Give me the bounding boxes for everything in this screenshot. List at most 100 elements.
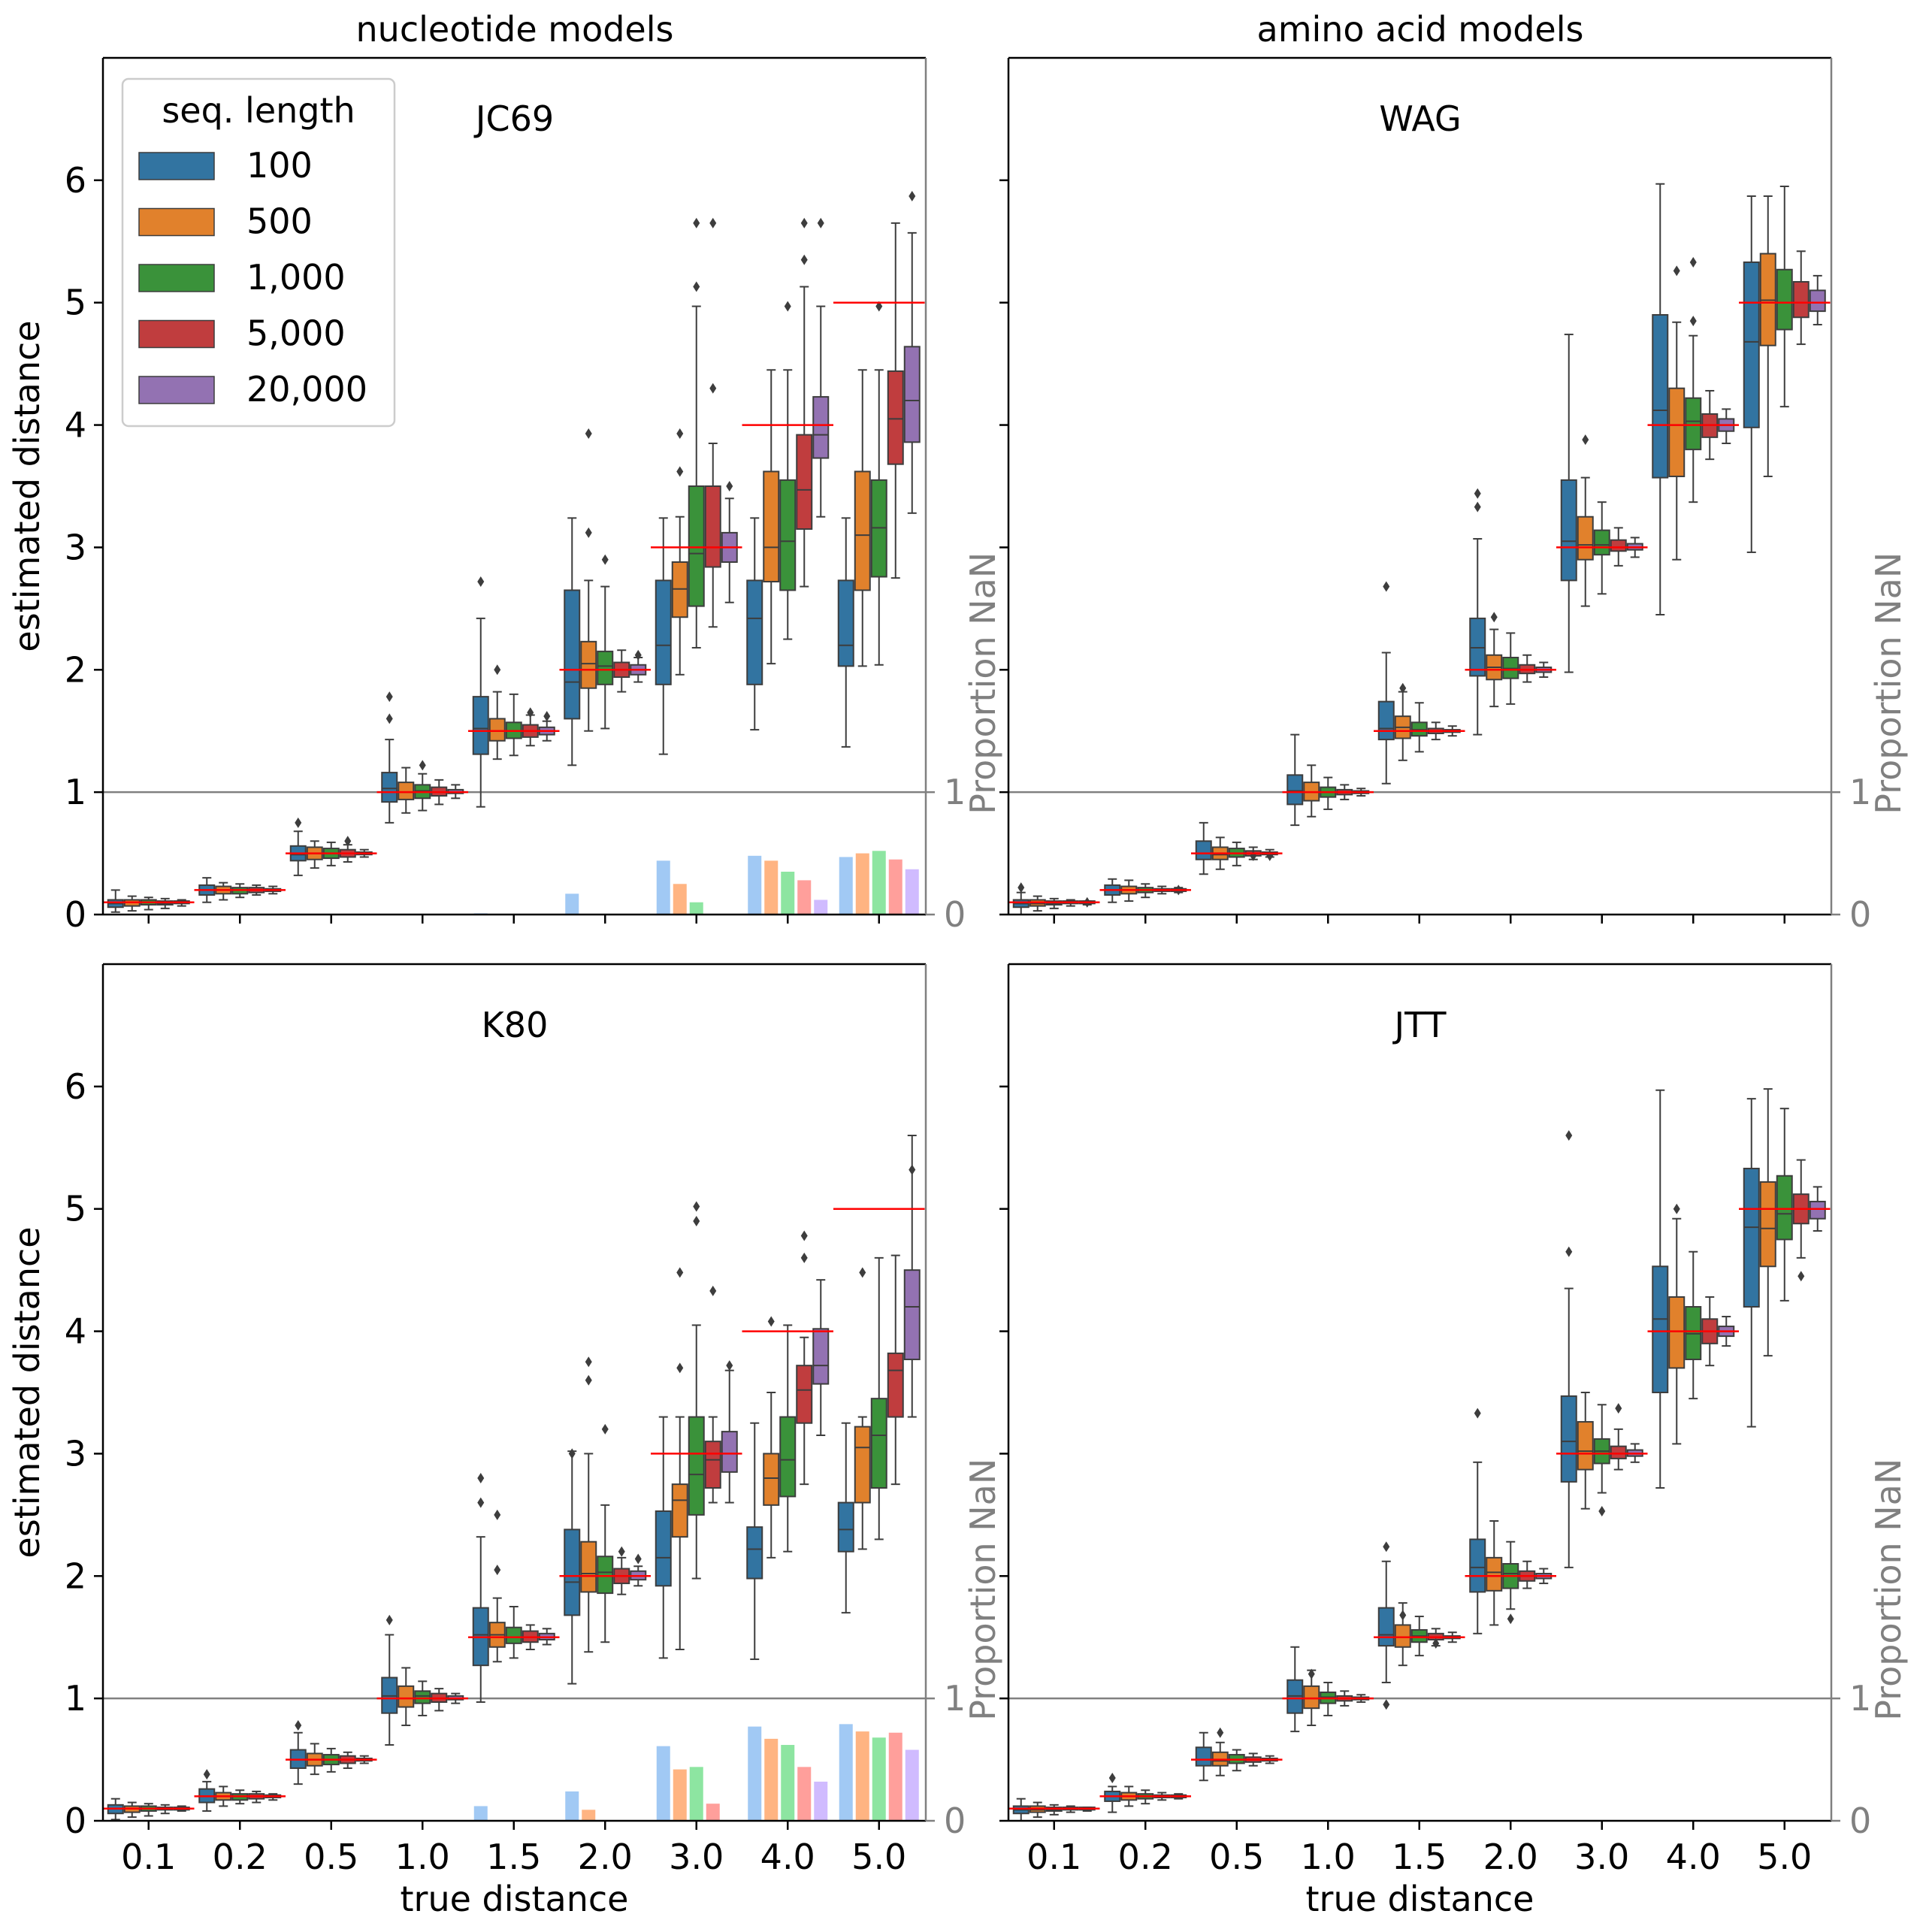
box [796, 434, 813, 530]
box [854, 1426, 871, 1504]
outlier [800, 1252, 808, 1263]
box [870, 1398, 887, 1489]
outlier [1217, 1727, 1224, 1738]
box [1685, 397, 1702, 451]
series-1000 [1045, 1108, 1793, 1816]
outlier [817, 217, 824, 228]
secondary-tick-label: 1 [1849, 1678, 1871, 1719]
box [1577, 516, 1594, 561]
outlier [295, 1719, 302, 1731]
outlier [385, 691, 393, 703]
outlier [601, 554, 609, 565]
box [414, 1690, 431, 1704]
outlier [1474, 501, 1481, 512]
box [398, 782, 415, 800]
x-tick-label: 0.2 [1118, 1837, 1173, 1877]
nan-bar [656, 860, 670, 915]
box [796, 1365, 813, 1424]
box [564, 1528, 581, 1616]
box [1394, 1624, 1411, 1648]
box [704, 1441, 721, 1489]
box [580, 640, 597, 689]
outlier [1108, 1773, 1116, 1783]
nan-bar [797, 1767, 812, 1821]
nan-bar [656, 1746, 670, 1821]
box [472, 696, 489, 755]
outlier [1474, 488, 1481, 499]
x-tick-label: 1.5 [1392, 1837, 1447, 1877]
nan-bar [839, 1724, 853, 1821]
box [887, 1352, 904, 1418]
nan-bar [814, 1781, 828, 1821]
nan-bar [872, 1737, 886, 1821]
outlier [385, 1614, 393, 1625]
box [1195, 1746, 1212, 1767]
outlier [1507, 1613, 1514, 1625]
legend-label: 20,000 [246, 369, 367, 410]
outlier [1308, 1668, 1315, 1680]
nan-bar [673, 884, 687, 915]
panel-title: K80 [482, 1005, 549, 1045]
series-1000 [140, 1201, 887, 1817]
y-tick-label: 3 [65, 527, 86, 567]
outlier [1673, 1203, 1680, 1214]
outlier [1673, 265, 1680, 277]
outlier [1432, 1637, 1440, 1649]
outlier [494, 1509, 501, 1520]
outlier [676, 428, 684, 439]
outlier [875, 301, 883, 312]
series-100 [1012, 183, 1760, 915]
x-tick-label: 0.1 [121, 1837, 176, 1877]
box [1776, 268, 1793, 331]
legend-label: 100 [246, 145, 313, 186]
secondary-tick-label: 1 [944, 1678, 966, 1719]
x-tick-label: 1.0 [395, 1837, 450, 1877]
outlier [767, 1316, 775, 1327]
legend-swatch [138, 376, 215, 404]
outlier [1383, 1541, 1390, 1553]
secondary-axis-label: Proportion NaN [1868, 552, 1909, 815]
outlier [859, 1267, 866, 1278]
box [381, 772, 398, 803]
box [580, 1541, 597, 1593]
series-20000 [1078, 1186, 1826, 1812]
nan-bar [814, 900, 828, 915]
nan-bar [888, 1732, 903, 1821]
nan-bar [764, 1738, 779, 1821]
x-tick-label: 0.1 [1026, 1837, 1081, 1877]
box [763, 470, 780, 583]
box [1652, 314, 1669, 479]
secondary-axis-label: Proportion NaN [963, 1459, 1003, 1721]
legend-label: 5,000 [246, 313, 346, 354]
box [903, 346, 921, 443]
nan-bar [781, 872, 795, 915]
y-tick-label: 5 [65, 1189, 86, 1229]
y-tick-label: 0 [65, 1801, 86, 1841]
outlier [477, 576, 485, 588]
outlier [1598, 1505, 1606, 1516]
panel-title: WAG [1379, 98, 1461, 139]
outlier [709, 217, 717, 228]
outlier [1689, 316, 1697, 327]
series-500 [1029, 1088, 1776, 1819]
legend-swatch [138, 264, 215, 292]
legend-swatch [138, 207, 215, 237]
outlier [585, 527, 592, 538]
box [1560, 1395, 1577, 1483]
nan-bar [689, 902, 703, 915]
outlier [1615, 1403, 1622, 1414]
box [671, 1483, 688, 1538]
box [1303, 1685, 1320, 1710]
box [597, 650, 614, 685]
box [746, 579, 763, 685]
y-tick-label: 3 [65, 1433, 86, 1474]
box [655, 1510, 672, 1587]
outlier [385, 713, 393, 724]
column-title-left: nucleotide models [356, 9, 674, 50]
box [1577, 1421, 1594, 1471]
outlier [618, 1546, 625, 1557]
y-tick-label: 4 [65, 405, 86, 446]
